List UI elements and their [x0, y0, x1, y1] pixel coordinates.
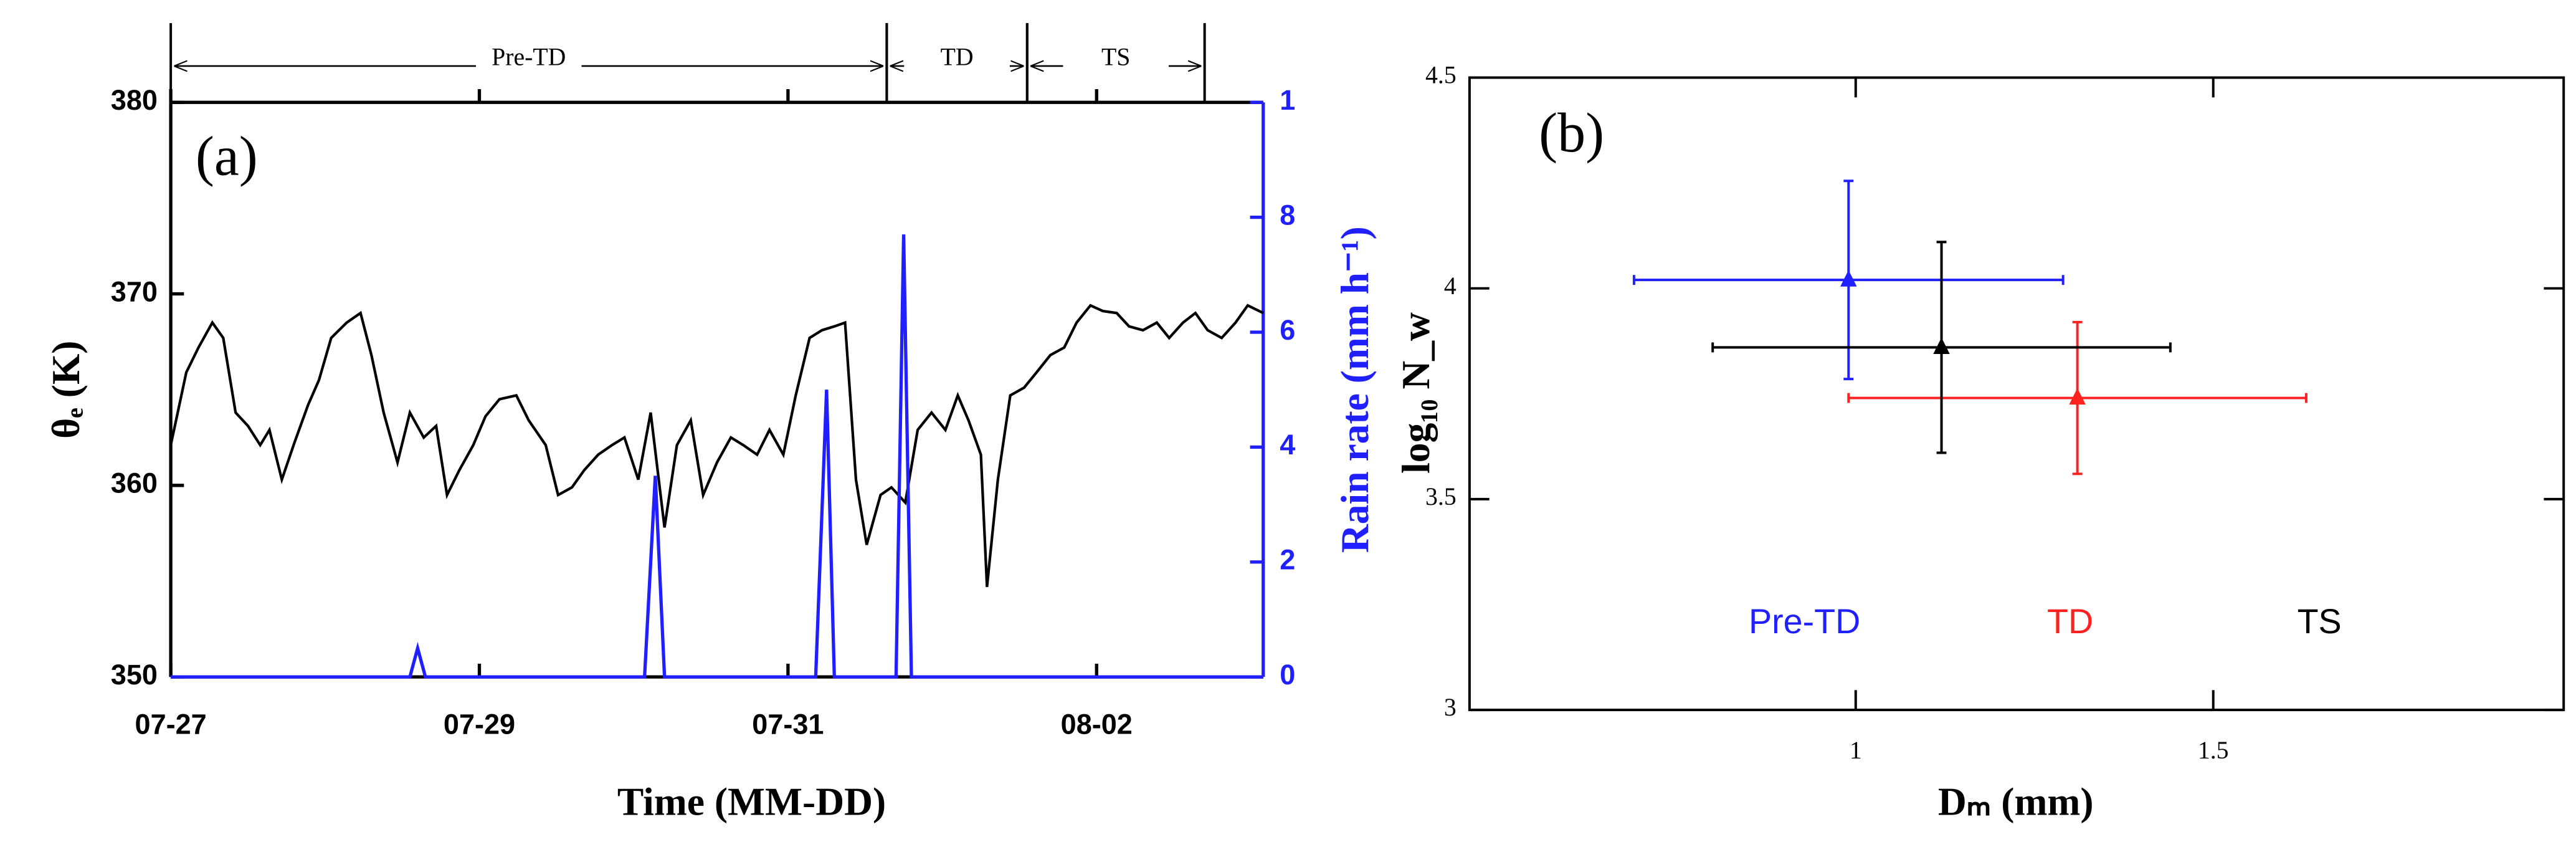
y2-tick-label: 8 [1280, 199, 1295, 231]
x-tick-label: 07-27 [135, 708, 207, 740]
y-axis-label: θₑ (K) [44, 341, 88, 439]
phase-label-bg [904, 46, 1010, 80]
plot-frame [1468, 76, 2565, 712]
x-tick-label: 07-29 [444, 708, 515, 740]
y2-tick-label: 6 [1280, 314, 1295, 346]
y-tick-label: 380 [111, 84, 158, 116]
x-axis-label: Time (MM-DD) [617, 779, 886, 823]
x-tick-label: 1.5 [2198, 737, 2229, 764]
rain-line [171, 234, 1263, 679]
y-tick-label: 4.5 [1425, 62, 1457, 89]
y2-tick-label: 4 [1280, 429, 1295, 461]
x-tick-label: 08-02 [1061, 708, 1133, 740]
phase-label: Pre-TD [492, 43, 566, 70]
y-axis-label: log₁₀ N_w [1394, 312, 1438, 474]
y-tick-label: 4 [1444, 272, 1457, 300]
point-marker [2069, 388, 2086, 405]
panel-label: (b) [1539, 102, 1604, 164]
y-tick-label: 370 [111, 275, 158, 307]
x-tick-label: 07-31 [752, 708, 824, 740]
y2-axis-label: Rain rate (mm h⁻¹) [1333, 226, 1377, 553]
point-marker [1933, 337, 1950, 354]
y2-tick-label: 2 [1280, 544, 1295, 576]
theta-line [169, 304, 1264, 587]
y-tick-label: 3.5 [1425, 483, 1457, 510]
y-tick-label: 3 [1444, 694, 1457, 721]
x-tick-label: 1 [1850, 737, 1862, 764]
x-axis-label: Dₘ (mm) [1938, 779, 2094, 823]
legend-label: TS [2298, 602, 2342, 641]
phase-label-bg [1063, 46, 1169, 80]
y-tick-label: 350 [111, 659, 158, 691]
point-marker [1840, 270, 1857, 287]
legend-label: TD [2047, 602, 2093, 641]
legend-label: Pre-TD [1749, 602, 1860, 641]
phase-label-bg [475, 46, 582, 80]
y2-tick-label: 1 [1280, 84, 1295, 116]
phase-label: TS [1101, 43, 1130, 70]
panel-label: (a) [196, 125, 258, 187]
y2-tick-label: 0 [1280, 659, 1295, 691]
y-tick-label: 360 [111, 467, 158, 499]
phase-label: TD [941, 43, 974, 70]
